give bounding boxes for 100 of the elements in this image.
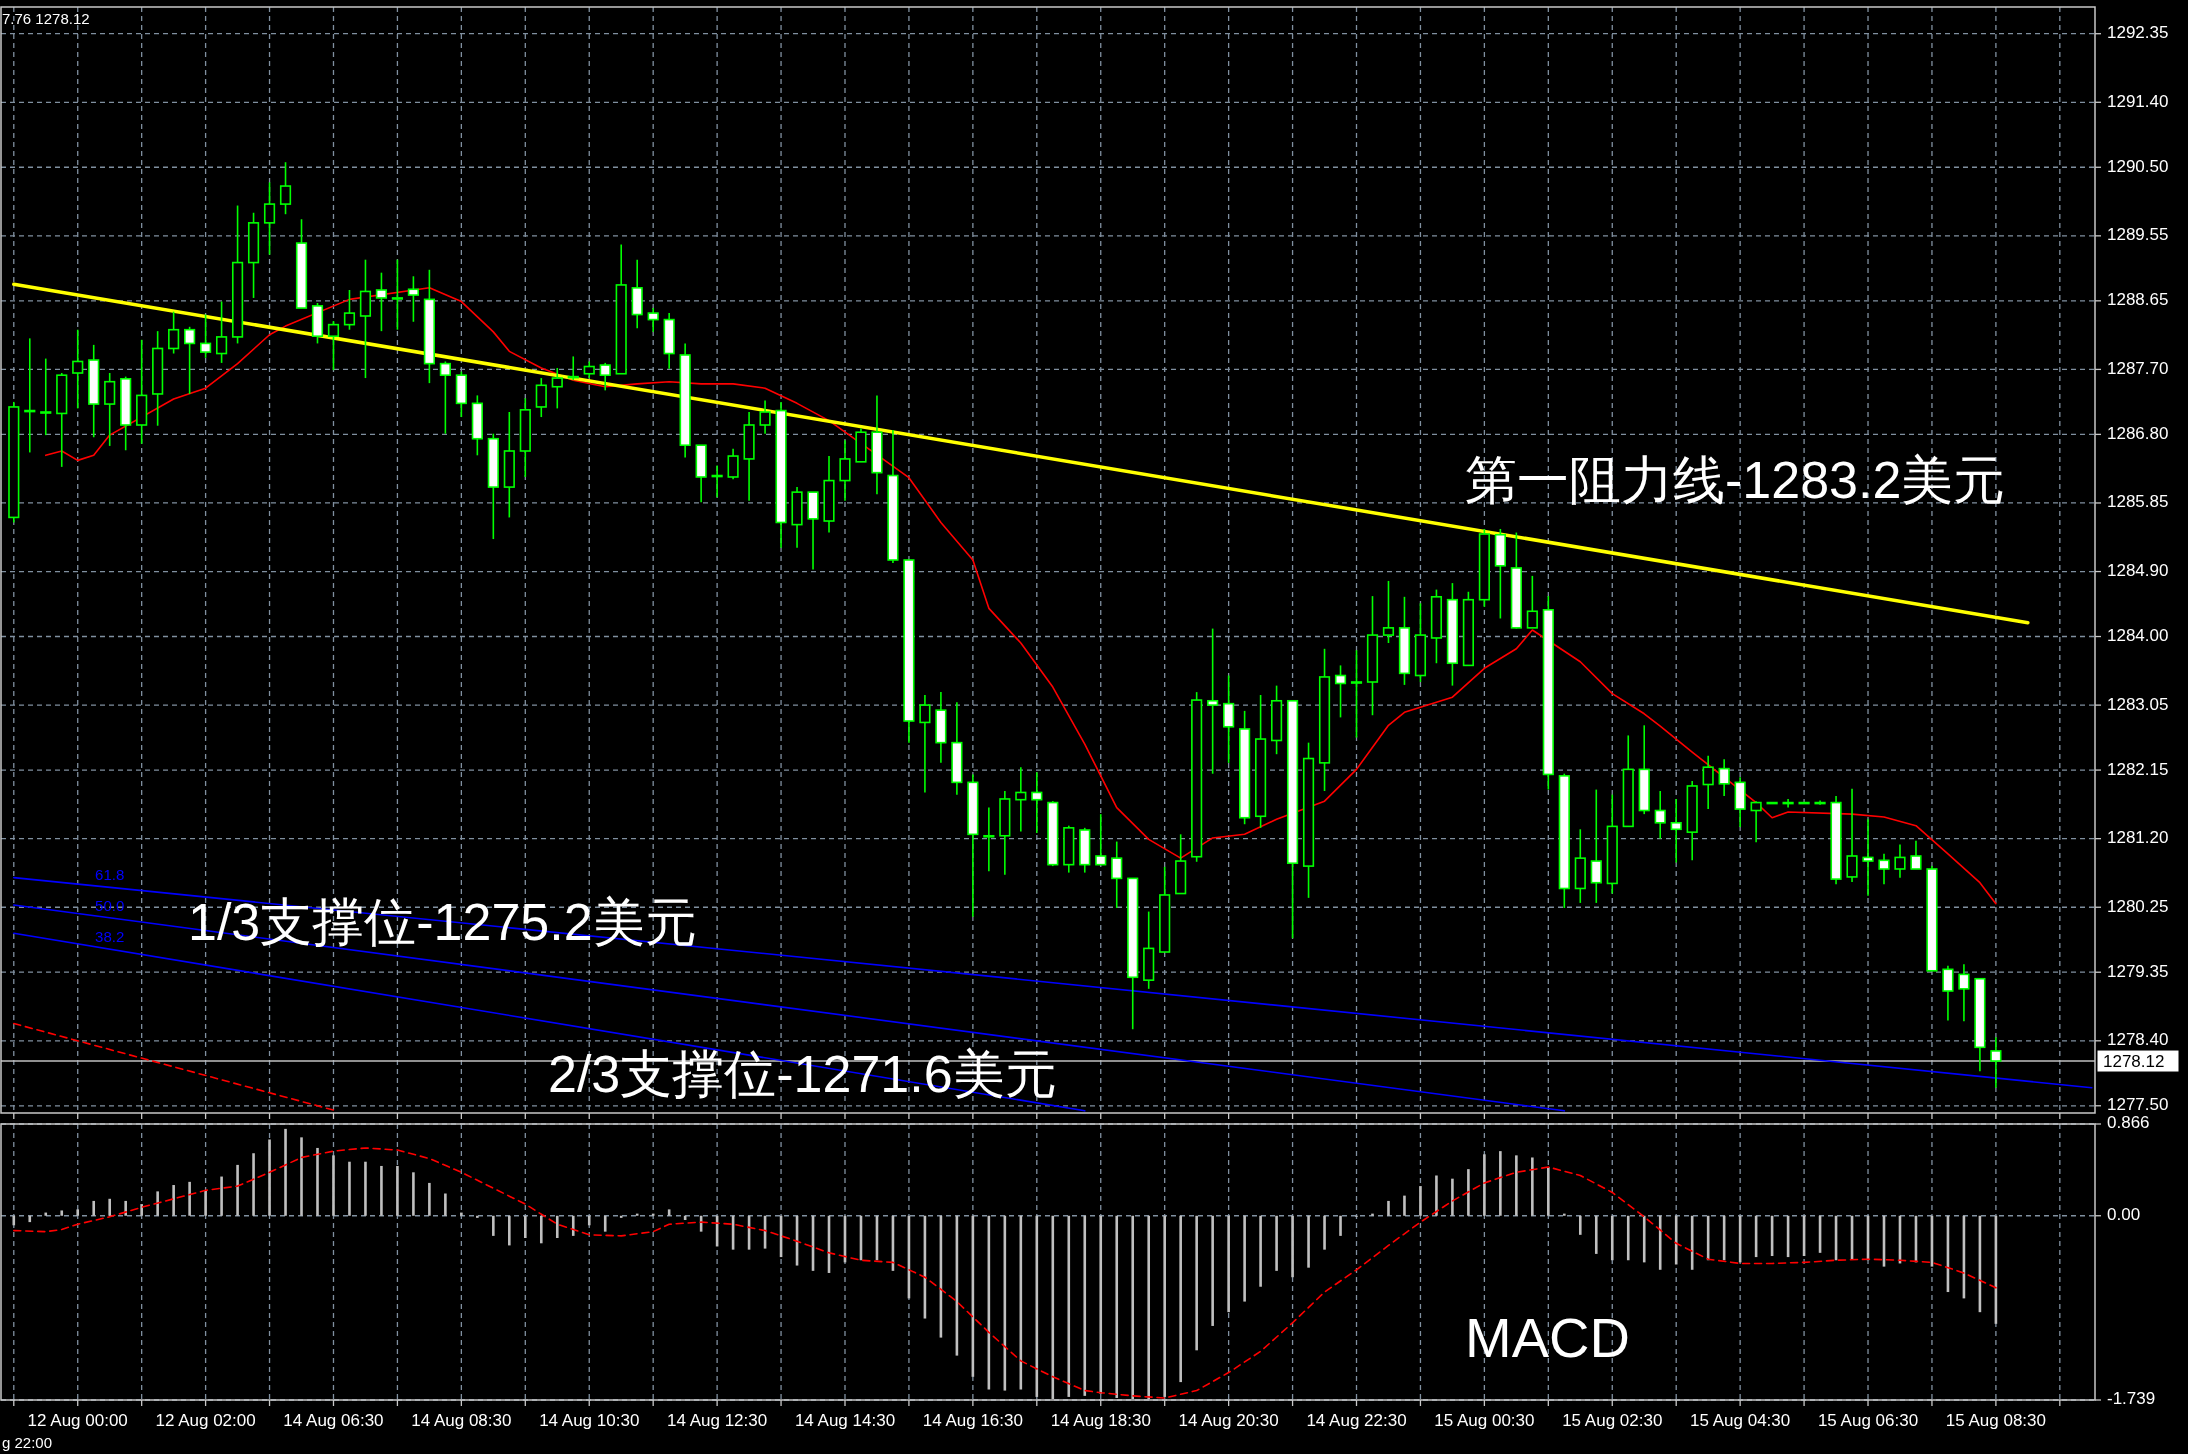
bar [1275,1215,1278,1271]
candlestick [407,275,420,323]
bar [332,1155,335,1216]
bar [1115,1215,1119,1398]
bar [1243,1215,1246,1302]
y-tick-label: 1290.50 [2107,156,2169,176]
candlestick [1031,771,1043,834]
bar [140,1204,143,1216]
y-tick-label: 1291.40 [2107,91,2169,111]
bar [348,1161,351,1216]
candlestick [168,310,180,355]
bar [1451,1178,1454,1216]
candlestick [1990,1036,2002,1089]
bar [492,1215,495,1236]
bar [1531,1157,1534,1216]
candlestick [1334,664,1347,719]
candlestick [1894,843,1906,879]
bar [1610,1215,1614,1261]
bar [587,1215,591,1226]
candlestick [599,362,611,392]
bar [476,1215,479,1218]
x-tick-label: 14 Aug 10:30 [539,1411,640,1430]
annotation: MACD [1465,1305,1630,1369]
bar [1067,1215,1071,1397]
y-tick-label: 1284.00 [2107,626,2169,646]
text: g 22:00 [2,1433,53,1451]
bar [44,1212,48,1216]
x-tick-label: 15 Aug 08:30 [1945,1411,2046,1430]
x-tick-label: 15 Aug 04:30 [1690,1411,1791,1430]
bar [188,1181,191,1216]
bar [428,1182,431,1216]
bar [1642,1215,1646,1263]
series-label: 38.2 [95,928,125,946]
y-tick-label: 1288.65 [2107,290,2169,310]
x-tick-label: 14 Aug 16:30 [922,1411,1023,1430]
candlestick [1958,963,1970,1023]
candlestick [1750,800,1762,844]
bar [92,1200,96,1216]
bar [396,1165,399,1216]
bar [1323,1215,1326,1250]
y-tick-label: 1280.25 [2107,896,2169,916]
candlestick [1718,758,1730,797]
y-tick-label: 1284.90 [2107,561,2169,581]
candlestick [72,328,84,410]
candlestick [919,694,931,794]
y-tick-label: 1278.40 [2107,1030,2169,1050]
bar [1211,1215,1214,1326]
candlestick [1862,818,1874,897]
candlestick [1382,580,1395,644]
bar [284,1128,287,1216]
bar [172,1185,175,1216]
x-tick-label: 14 Aug 14:30 [794,1411,896,1430]
candlestick [1015,766,1027,833]
bar [1403,1195,1406,1216]
candlestick [1207,627,1219,775]
candlestick [184,326,196,395]
y-tick-label: 1281.20 [2107,828,2169,848]
bar [1483,1154,1486,1216]
candlestick [343,289,356,331]
y-tick-label: 0.00 [2107,1205,2141,1225]
series-label: 50.0 [95,896,125,914]
candlestick [759,399,771,435]
bar [1291,1215,1294,1278]
x-tick-label: 14 Aug 20:30 [1178,1411,1279,1430]
y-tick-label: 1292.35 [2107,23,2169,43]
candlestick [1846,788,1858,883]
bar [1419,1186,1422,1216]
bar [1626,1215,1630,1261]
y-tick-label: 1286.80 [2107,423,2169,443]
bar [1179,1215,1182,1383]
bar [1227,1215,1230,1313]
y-tick-label: 1277.50 [2107,1095,2169,1115]
candlestick [983,806,995,872]
bar [1499,1151,1502,1216]
bar [508,1215,511,1246]
bar [1578,1215,1582,1235]
bar [1387,1200,1390,1216]
candlestick [1590,788,1602,904]
candlestick [104,372,116,447]
y-tick-label: 1279.35 [2107,961,2169,981]
candlestick [263,181,276,256]
bar [1307,1215,1310,1268]
x-tick-label: 15 Aug 02:30 [1562,1411,1663,1430]
annotation: 7.76 1278.12 [2,9,90,27]
y-tick-label: -1.739 [2107,1389,2156,1409]
candlestick [1223,674,1235,764]
y-tick-label: 1287.70 [2107,358,2169,378]
bar [60,1210,64,1216]
bar [268,1139,271,1216]
candlestick [1654,790,1666,840]
candlestick [327,320,340,371]
candlestick [215,300,228,364]
bar [1339,1215,1342,1236]
candlestick [1526,575,1538,629]
candlestick [1910,840,1922,870]
bar [571,1215,575,1236]
candlestick [1942,964,1954,1022]
bar [1467,1169,1470,1216]
bar [1163,1215,1166,1397]
bar [252,1153,255,1216]
